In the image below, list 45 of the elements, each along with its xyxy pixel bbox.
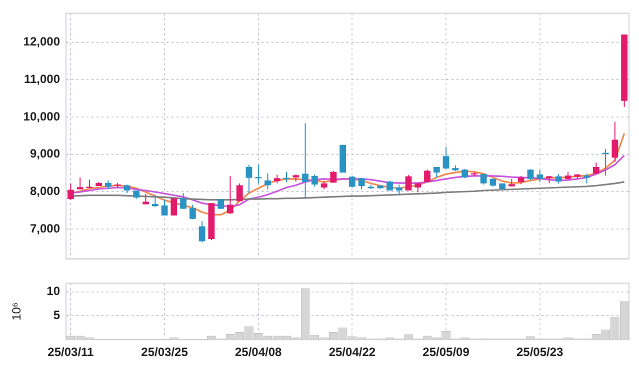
y-tick-label: 12,000 bbox=[23, 34, 60, 49]
candlestick bbox=[236, 182, 243, 202]
candlestick bbox=[189, 204, 196, 220]
candlestick bbox=[612, 121, 618, 162]
candlestick bbox=[584, 173, 590, 184]
candlestick bbox=[348, 175, 356, 188]
y-tick-label: 9,000 bbox=[30, 146, 60, 161]
x-tick-label: 25/04/22 bbox=[328, 345, 376, 360]
candlestick bbox=[414, 182, 422, 193]
candlestick bbox=[76, 176, 84, 190]
candlestick bbox=[536, 169, 544, 182]
candlestick bbox=[396, 184, 402, 196]
candlestick bbox=[302, 122, 308, 199]
candlestick bbox=[264, 172, 271, 190]
y-tick-label: 7,000 bbox=[30, 221, 60, 236]
candlestick bbox=[255, 164, 262, 184]
candlestick bbox=[405, 174, 412, 191]
y-tick-label: 8,000 bbox=[30, 184, 60, 198]
candlestick bbox=[161, 200, 168, 216]
candlestick bbox=[442, 146, 450, 170]
candlestick bbox=[480, 173, 487, 186]
y-tick-label: 10 bbox=[46, 284, 60, 298]
candlestick bbox=[424, 169, 430, 182]
y-tick-label: 11,000 bbox=[24, 72, 60, 86]
x-tick-label: 25/05/09 bbox=[422, 345, 470, 360]
x-tick-label: 25/03/11 bbox=[48, 345, 94, 360]
candlestick bbox=[227, 175, 234, 215]
y-tick-label: 5 bbox=[53, 308, 60, 322]
y-axis-title: 10⁶ bbox=[10, 302, 24, 321]
x-tick-label: 25/05/23 bbox=[516, 345, 564, 360]
candlestick bbox=[198, 220, 206, 243]
candlestick bbox=[555, 174, 562, 184]
candlestick bbox=[180, 192, 186, 210]
x-tick-label: 25/04/08 bbox=[235, 345, 282, 360]
candlestick bbox=[527, 168, 534, 181]
candlestick bbox=[142, 193, 149, 205]
candlestick bbox=[218, 198, 224, 210]
candlestick bbox=[67, 182, 74, 200]
x-tick-label: 25/03/25 bbox=[141, 345, 188, 360]
candlestick bbox=[311, 174, 318, 188]
candlestick bbox=[246, 164, 252, 194]
candlestick bbox=[386, 180, 393, 191]
candlestick bbox=[152, 194, 158, 208]
y-tick-label: 10,000 bbox=[23, 109, 60, 124]
candlestick bbox=[462, 168, 468, 179]
